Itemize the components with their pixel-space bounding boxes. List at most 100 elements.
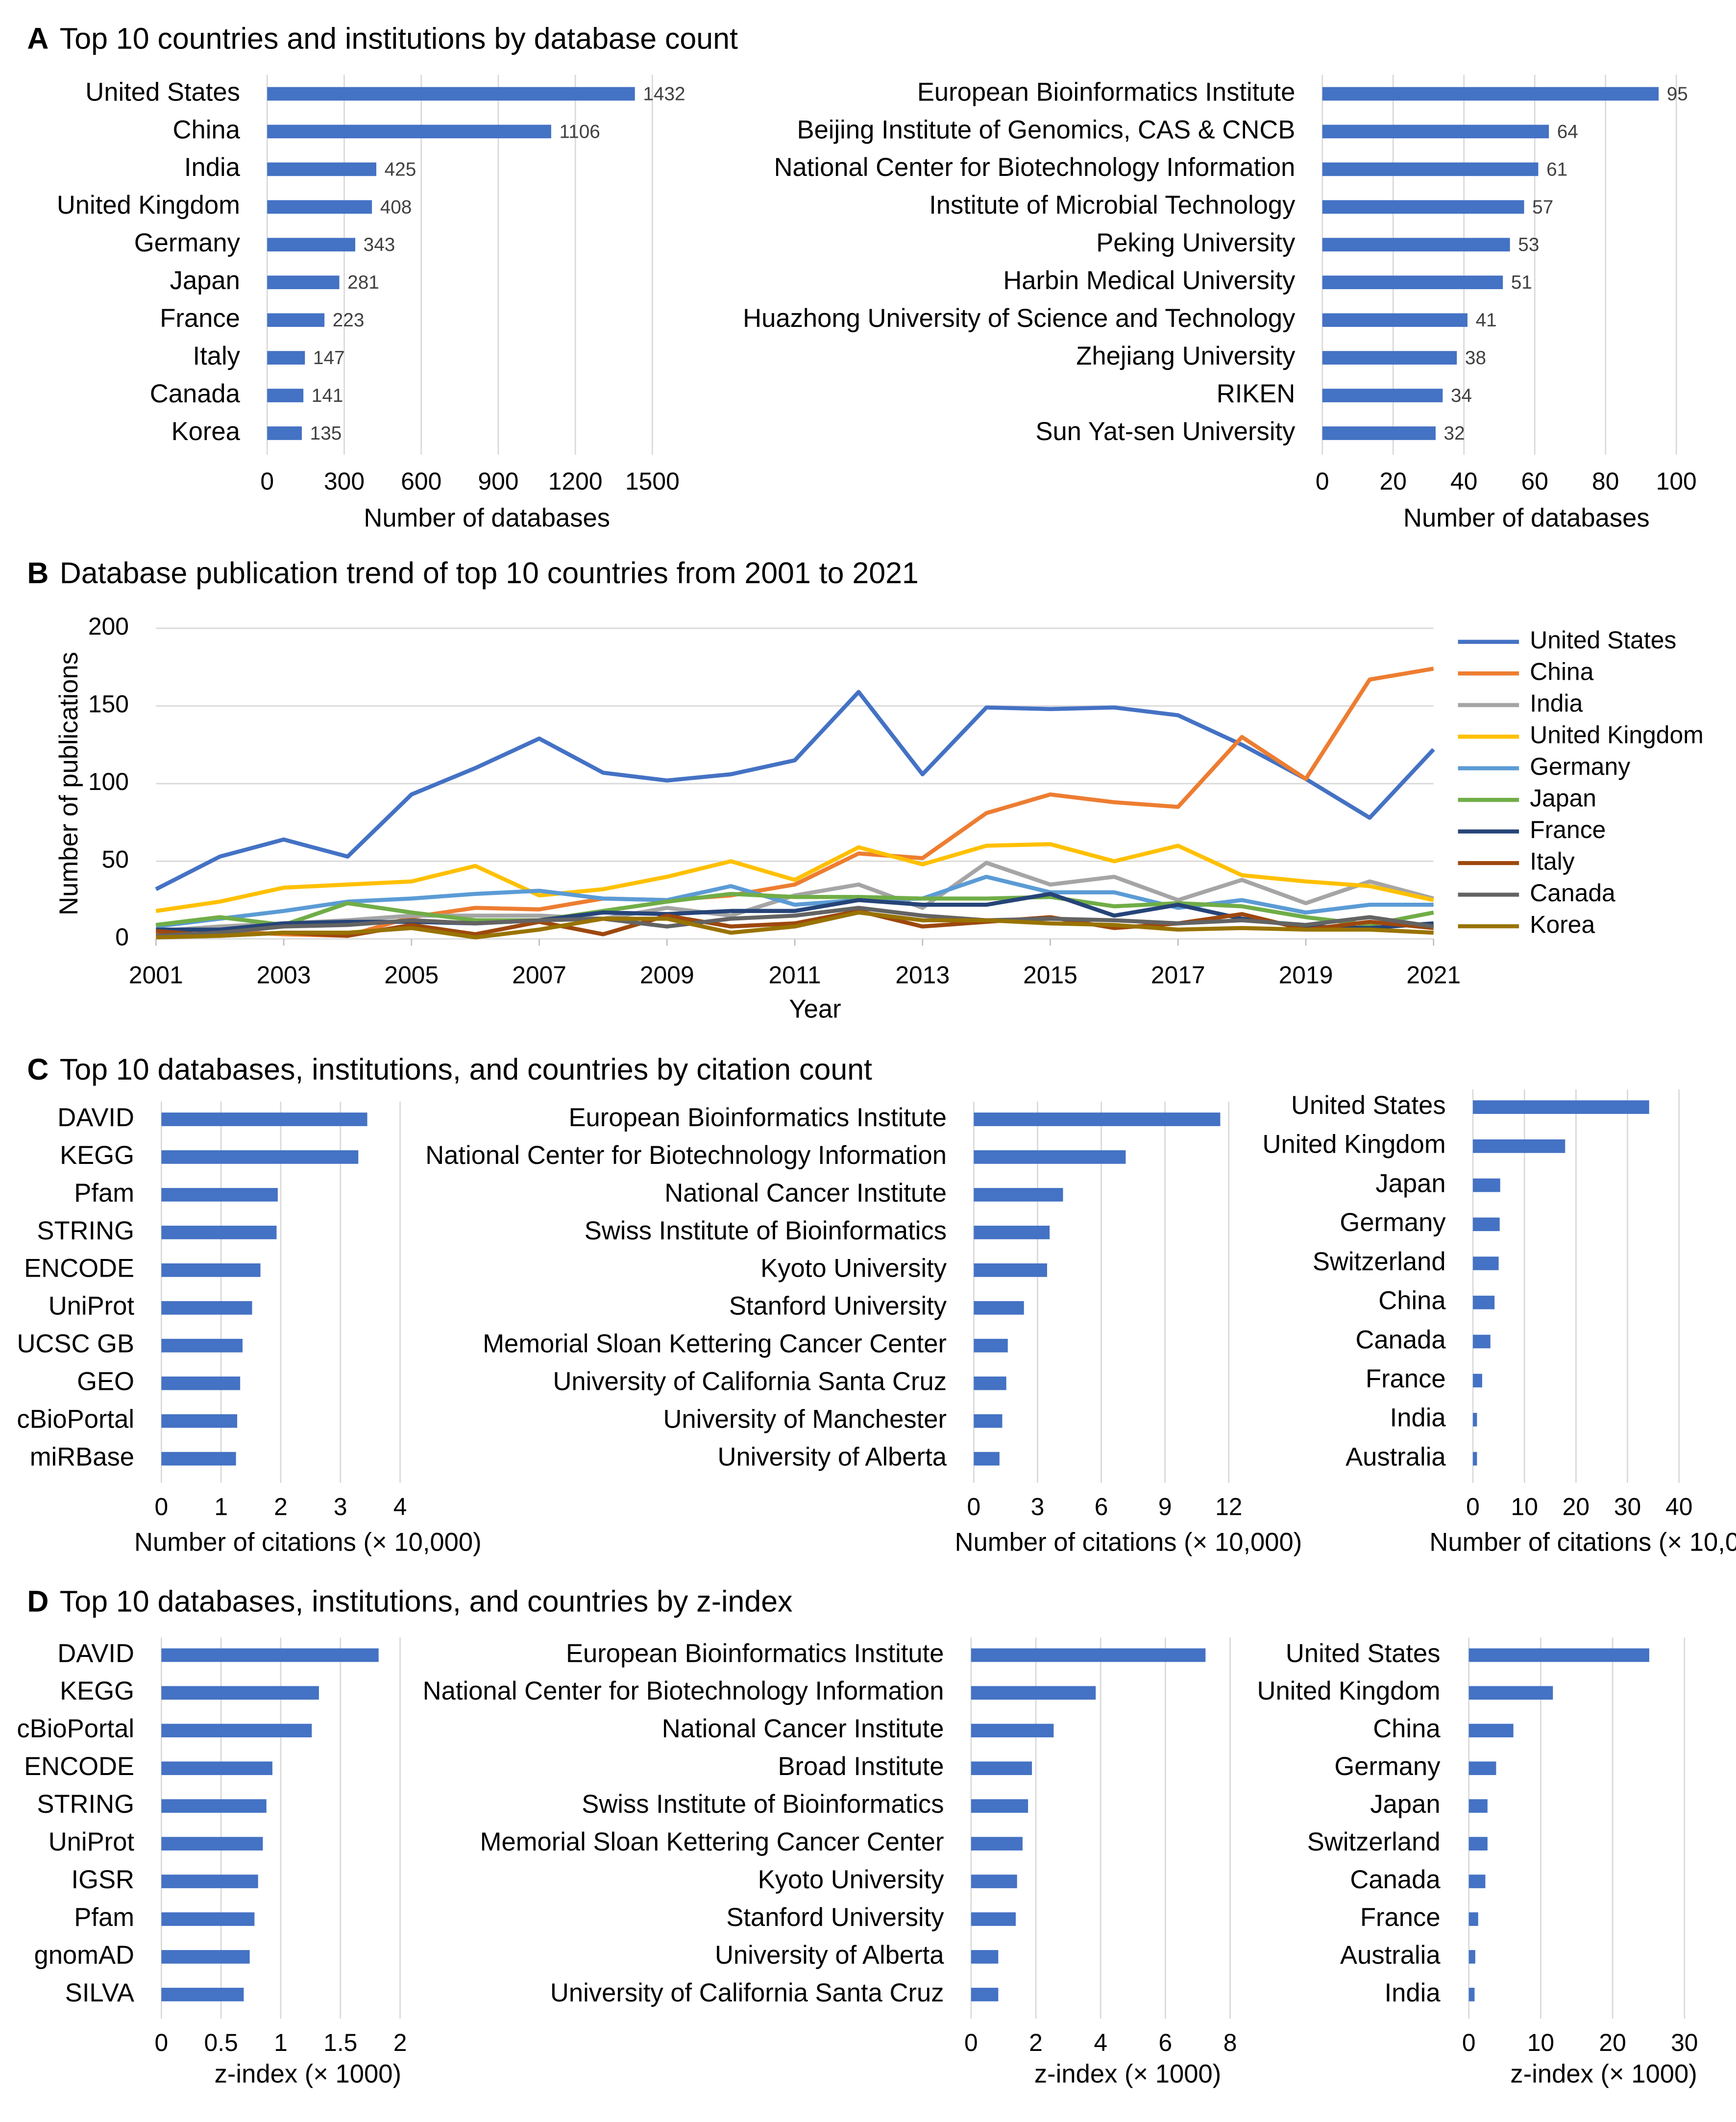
y-tick-label: European Bioinformatics Institute (917, 77, 1296, 106)
y-tick-label: Kyoto University (758, 1865, 945, 1894)
x-tick-label: 4 (393, 1493, 407, 1521)
x-tick-label: 0 (1316, 468, 1329, 495)
bar (971, 1912, 1016, 1926)
data-label: 281 (347, 272, 379, 293)
y-tick-label: Swiss Institute of Bioinformatics (582, 1790, 944, 1819)
data-label: 38 (1465, 347, 1486, 369)
y-tick-label: Kyoto University (760, 1254, 947, 1283)
data-label: 61 (1546, 159, 1567, 180)
y-tick-label: DAVID (57, 1639, 134, 1668)
x-tick-label: 20 (1563, 1493, 1589, 1521)
data-label: 34 (1451, 385, 1472, 406)
legend-label: Germany (1530, 753, 1630, 780)
bar (161, 1263, 261, 1277)
x-tick-label: 4 (1094, 2029, 1107, 2056)
y-tick-label: Pfam (74, 1179, 134, 1208)
x-tick-label: 2013 (895, 962, 950, 989)
bar (971, 1837, 1023, 1851)
bar (267, 238, 356, 252)
y-tick-label: Swiss Institute of Bioinformatics (585, 1216, 947, 1245)
x-tick-label: 2001 (129, 962, 183, 989)
y-tick-label: India (184, 153, 241, 182)
x-tick-label: 1.5 (323, 2029, 357, 2056)
y-tick-label: RIKEN (1217, 379, 1296, 408)
panel-title: Top 10 databases, institutions, and coun… (60, 1053, 872, 1086)
bar (161, 1376, 241, 1390)
bar (1322, 200, 1524, 214)
y-tick-label: cBioPortal (17, 1714, 134, 1743)
bar (1322, 162, 1539, 176)
x-tick-label: 0.5 (204, 2029, 238, 2056)
x-tick-label: 2007 (512, 962, 566, 989)
bar (974, 1150, 1126, 1164)
y-tick-label: IGSR (71, 1865, 134, 1894)
x-tick-label: 30 (1614, 1493, 1641, 1521)
y-tick-label: GEO (77, 1367, 134, 1396)
data-label: 1106 (560, 121, 600, 142)
y-tick-label: UCSC GB (17, 1330, 134, 1358)
bar (971, 1686, 1096, 1700)
bar (1322, 351, 1457, 365)
bar (267, 124, 551, 139)
bar (161, 1761, 272, 1776)
bar (1322, 87, 1659, 101)
bar (1468, 1799, 1488, 1813)
x-tick-label: 2 (1029, 2029, 1043, 2056)
bar (974, 1112, 1221, 1126)
y-tick-label: National Cancer Institute (664, 1179, 947, 1208)
x-tick-label: 600 (401, 468, 441, 495)
y-tick-label: China (1373, 1714, 1441, 1743)
y-tick-label: STRING (37, 1216, 134, 1245)
x-tick-label: 6 (1095, 1493, 1108, 1521)
x-tick-label: 12 (1215, 1493, 1242, 1521)
panel-title: Database publication trend of top 10 cou… (60, 556, 919, 590)
x-tick-label: 3 (334, 1493, 347, 1521)
bar (974, 1263, 1048, 1277)
y-tick-label: National Cancer Institute (662, 1714, 944, 1743)
y-tick-label: United States (1286, 1639, 1441, 1668)
data-label: 32 (1444, 423, 1465, 444)
bar (974, 1414, 1002, 1428)
bar (161, 1686, 319, 1700)
bar (1322, 389, 1443, 402)
panel-label: A (27, 22, 49, 55)
x-tick-label: 20 (1380, 468, 1407, 495)
y-tick-label: University of Alberta (715, 1941, 944, 1970)
x-tick-label: 6 (1159, 2029, 1173, 2056)
y-tick-label: United States (85, 77, 240, 106)
bar (161, 1988, 244, 2001)
line (156, 910, 1434, 939)
panel-label: D (27, 1584, 49, 1618)
x-axis-label: Number of databases (1403, 503, 1650, 532)
x-tick-label: 0 (155, 1493, 169, 1521)
y-tick-label: gnomAD (34, 1941, 134, 1970)
bar (1468, 1837, 1488, 1851)
x-tick-label: 0 (155, 2029, 169, 2056)
line (156, 906, 1434, 938)
y-tick-label: India (1390, 1404, 1446, 1432)
x-tick-label: 20 (1599, 2029, 1626, 2056)
y-tick-label: Switzerland (1313, 1247, 1446, 1276)
y-tick-label: ENCODE (24, 1254, 134, 1283)
data-label: 408 (380, 197, 412, 218)
x-tick-label: 3 (1031, 1493, 1045, 1521)
x-axis-label: z-index (× 1000) (1034, 2059, 1221, 2088)
bar (1468, 1724, 1514, 1738)
bar (1473, 1217, 1500, 1232)
bar (161, 1875, 258, 1888)
y-tick-label: Japan (1375, 1169, 1445, 1198)
x-tick-label: 2019 (1279, 962, 1333, 989)
y-tick-label: France (1366, 1364, 1446, 1393)
y-tick-label: University of California Santa Cruz (550, 1978, 944, 2007)
legend-label: China (1530, 658, 1593, 685)
data-label: 53 (1518, 234, 1539, 255)
y-tick-label: Canada (1355, 1325, 1446, 1354)
x-tick-label: 300 (324, 468, 365, 495)
y-tick-label: DAVID (57, 1103, 134, 1132)
y-tick-label: Canada (1350, 1865, 1441, 1894)
bar (1468, 1761, 1496, 1776)
y-tick-label: United Kingdom (1263, 1130, 1446, 1159)
bar (971, 1724, 1054, 1738)
